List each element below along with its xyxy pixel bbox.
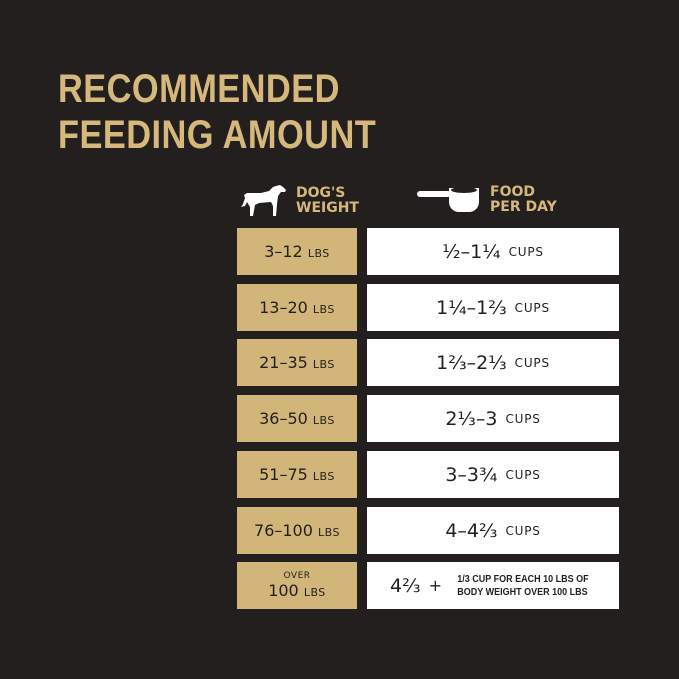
food-cell: 2⅓–3 CUPS bbox=[367, 395, 619, 442]
food-header-line-1: FOOD bbox=[490, 184, 535, 200]
table-row: 3–12 LBS ½–1¼ CUPS bbox=[237, 228, 619, 275]
table-row-over-100: OVER 100 LBS 4⅔ + 1/3 CUP FOR EACH 10 LB… bbox=[237, 562, 619, 609]
food-note: 1/3 CUP FOR EACH 10 LBS OF BODY WEIGHT O… bbox=[457, 573, 588, 599]
over-label: OVER bbox=[283, 571, 311, 581]
food-unit: CUPS bbox=[505, 523, 541, 538]
table-row: 76–100 LBS 4–4⅔ CUPS bbox=[237, 507, 619, 554]
food-amount: 2⅓–3 bbox=[445, 407, 498, 430]
food-note-line-2: BODY WEIGHT OVER 100 LBS bbox=[457, 586, 588, 598]
food-unit: CUPS bbox=[514, 300, 550, 315]
weight-value: 21–35 bbox=[259, 353, 308, 372]
food-header: FOOD PER DAY bbox=[416, 184, 557, 216]
dog-icon bbox=[241, 185, 286, 216]
food-amount: 1⅔–2⅓ bbox=[436, 351, 507, 374]
weight-unit: LBS bbox=[303, 586, 326, 599]
weight-cell: 36–50 LBS bbox=[237, 395, 357, 442]
food-amount: 4⅔ bbox=[390, 574, 421, 597]
food-amount: 1¼–1⅔ bbox=[436, 296, 507, 319]
table-row: 51–75 LBS 3–3¾ CUPS bbox=[237, 451, 619, 498]
title-line-2: FEEDING AMOUNT bbox=[58, 113, 377, 157]
table-row: 21–35 LBS 1⅔–2⅓ CUPS bbox=[237, 339, 619, 386]
table-row: 36–50 LBS 2⅓–3 CUPS bbox=[237, 395, 619, 442]
food-amount: 3–3¾ bbox=[445, 463, 498, 486]
title-line-1: RECOMMENDED bbox=[58, 67, 340, 111]
weight-header: DOG'S WEIGHT bbox=[238, 184, 359, 218]
food-unit: CUPS bbox=[505, 411, 541, 426]
food-unit: CUPS bbox=[514, 355, 550, 370]
food-cell: 1⅔–2⅓ CUPS bbox=[367, 339, 619, 386]
weight-value: 3–12 bbox=[264, 242, 303, 261]
food-amount: 4–4⅔ bbox=[445, 519, 498, 542]
weight-value: 76–100 bbox=[254, 521, 313, 540]
food-cell: 4⅔ + 1/3 CUP FOR EACH 10 LBS OF BODY WEI… bbox=[367, 562, 619, 609]
food-cell: ½–1¼ CUPS bbox=[367, 228, 619, 275]
weight-unit: LBS bbox=[318, 526, 340, 539]
weight-cell: 3–12 LBS bbox=[237, 228, 357, 275]
weight-unit: LBS bbox=[312, 414, 335, 427]
weight-value: 51–75 bbox=[259, 465, 308, 484]
weight-cell: OVER 100 LBS bbox=[237, 562, 357, 609]
food-unit: CUPS bbox=[508, 244, 544, 259]
weight-unit: LBS bbox=[312, 303, 335, 316]
plus-sign: + bbox=[428, 576, 442, 595]
weight-unit: LBS bbox=[307, 247, 330, 260]
weight-unit: LBS bbox=[312, 470, 335, 483]
weight-cell: 21–35 LBS bbox=[237, 339, 357, 386]
weight-value: 100 bbox=[268, 581, 299, 600]
weight-value: 13–20 bbox=[259, 298, 308, 317]
weight-header-line-2: WEIGHT bbox=[296, 200, 359, 216]
weight-header-line-1: DOG'S bbox=[296, 185, 346, 201]
food-cell: 4–4⅔ CUPS bbox=[367, 507, 619, 554]
weight-cell: 76–100 LBS bbox=[237, 507, 357, 554]
weight-unit: LBS bbox=[312, 358, 335, 371]
page-title: RECOMMENDED FEEDING AMOUNT bbox=[58, 66, 376, 158]
weight-cell: 51–75 LBS bbox=[237, 451, 357, 498]
food-amount: ½–1¼ bbox=[442, 240, 501, 263]
food-header-line-2: PER DAY bbox=[490, 199, 557, 215]
measuring-cup-icon bbox=[417, 187, 479, 212]
weight-value: 36–50 bbox=[259, 409, 308, 428]
table-row: 13–20 LBS 1¼–1⅔ CUPS bbox=[237, 284, 619, 331]
food-cell: 3–3¾ CUPS bbox=[367, 451, 619, 498]
food-note-line-1: 1/3 CUP FOR EACH 10 LBS OF bbox=[457, 573, 589, 585]
food-unit: CUPS bbox=[505, 467, 541, 482]
weight-cell: 13–20 LBS bbox=[237, 284, 357, 331]
food-cell: 1¼–1⅔ CUPS bbox=[367, 284, 619, 331]
